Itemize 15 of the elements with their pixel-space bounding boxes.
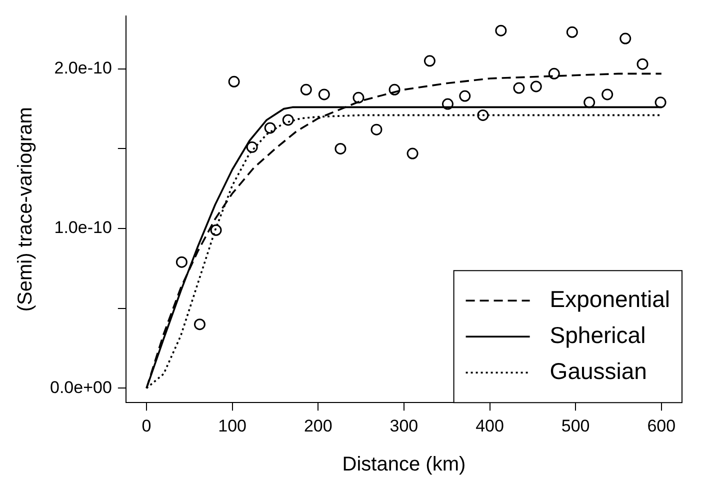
legend-label: Exponential — [550, 286, 670, 312]
x-tick-label: 100 — [218, 416, 247, 436]
x-tick-label: 300 — [390, 416, 418, 436]
y-tick-label: 1.0e-10 — [54, 218, 112, 238]
legend-label: Spherical — [550, 322, 646, 348]
y-tick-label: 2.0e-10 — [54, 58, 112, 78]
x-tick-label: 500 — [561, 416, 590, 436]
legend-label: Gaussian — [550, 358, 647, 384]
x-tick-label: 0 — [142, 416, 152, 436]
x-tick-label: 200 — [304, 416, 332, 436]
y-axis-title: (Semi) trace-variogram — [14, 107, 37, 312]
x-tick-label: 600 — [647, 416, 676, 436]
y-tick-label: 0.0e+00 — [50, 378, 112, 397]
x-tick-label: 400 — [476, 416, 504, 436]
x-axis-title: Distance (km) — [342, 454, 466, 476]
